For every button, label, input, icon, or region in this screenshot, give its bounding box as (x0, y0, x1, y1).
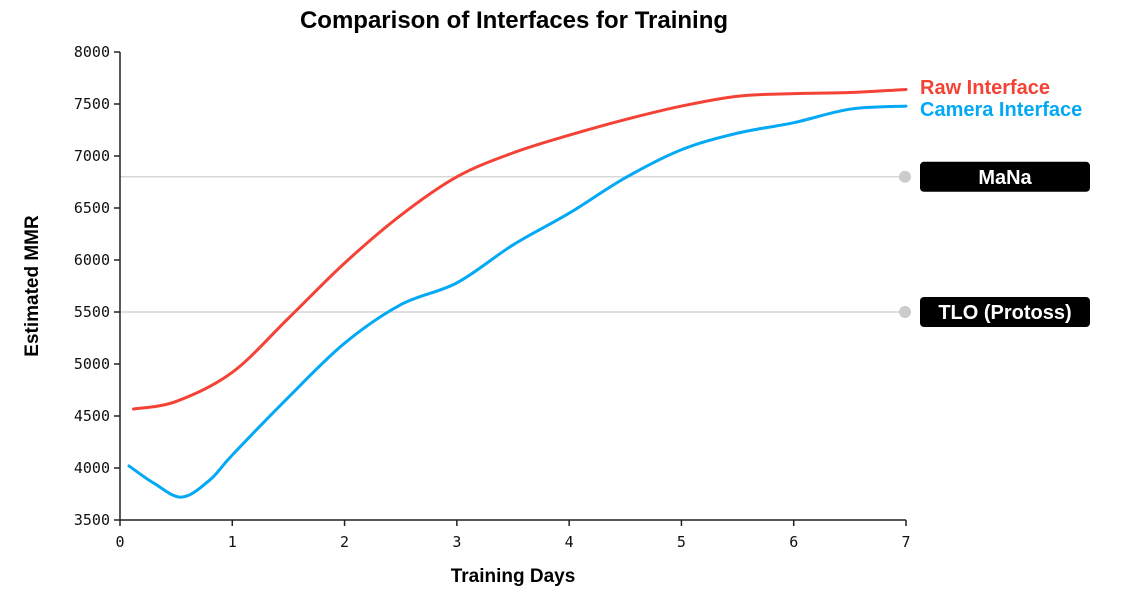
x-tick-label: 6 (789, 533, 798, 551)
y-tick-label: 5500 (74, 303, 110, 321)
series-line-raw (131, 87, 908, 411)
y-axis-label: Estimated MMR (22, 215, 43, 357)
y-tick-label: 6500 (74, 199, 110, 217)
y-tick-label: 7000 (74, 147, 110, 165)
y-tick-label: 4000 (74, 459, 110, 477)
reference-marker (899, 306, 911, 318)
x-tick-label: 5 (677, 533, 686, 551)
legend-label: Camera Interface (920, 99, 1082, 121)
reference-marker (899, 170, 911, 183)
y-tick-label: 7500 (74, 95, 110, 113)
x-tick-label: 3 (452, 533, 461, 551)
reference-label: MaNa (978, 167, 1032, 189)
x-axis-label: Training Days (451, 566, 576, 587)
reference-label: TLO (Protoss) (938, 302, 1071, 324)
y-tick-label: 6000 (74, 251, 110, 269)
y-tick-label: 5000 (74, 355, 110, 373)
y-tick-label: 3500 (74, 511, 110, 529)
y-tick-label: 8000 (74, 43, 110, 61)
x-tick-label: 7 (901, 533, 910, 551)
legend-label: Raw Interface (920, 77, 1050, 99)
x-tick-label: 1 (228, 533, 237, 551)
chart-title: Comparison of Interfaces for Training (300, 7, 728, 34)
series-line-camera (127, 104, 908, 499)
y-tick-label: 4500 (74, 407, 110, 425)
x-tick-label: 2 (340, 533, 349, 551)
x-tick-label: 4 (565, 533, 574, 551)
x-tick-label: 0 (115, 533, 124, 551)
reference-label-box (920, 297, 1090, 327)
reference-label-box (920, 161, 1090, 192)
